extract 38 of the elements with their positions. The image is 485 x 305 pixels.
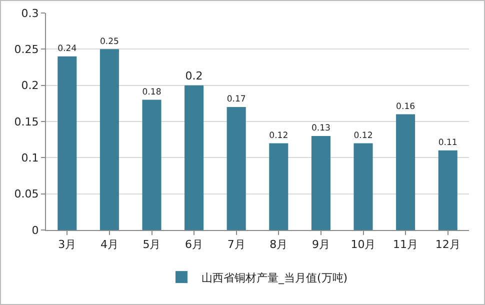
data-label: 0.12: [269, 130, 288, 141]
data-label: 0.16: [396, 102, 416, 112]
data-label: 0.13: [311, 124, 330, 134]
bar: [142, 100, 162, 230]
y-tick-label: 0.2: [21, 79, 39, 92]
x-tick-label: 5月: [142, 238, 161, 252]
bar: [396, 114, 416, 230]
x-tick-label: 12月: [435, 238, 460, 252]
data-label: 0.24: [58, 44, 77, 54]
x-tick-label: 3月: [58, 238, 76, 252]
y-tick-label: 0.1: [21, 152, 39, 165]
x-tick-label: 9月: [312, 238, 330, 252]
x-tick-label: 7月: [227, 238, 246, 252]
x-tick-label: 8月: [270, 238, 288, 252]
y-tick-label: 0.15: [14, 115, 39, 128]
bar: [226, 107, 246, 230]
x-tick-label: 10月: [350, 238, 376, 252]
y-tick-label: 0.05: [14, 188, 39, 201]
x-tick-label: 6月: [185, 238, 204, 252]
data-label: 0.25: [100, 36, 119, 47]
bar: [438, 150, 458, 230]
y-tick-label: 0.3: [21, 6, 39, 20]
data-label: 0.11: [438, 138, 458, 148]
data-label: 0.18: [142, 87, 162, 98]
bar: [269, 143, 288, 230]
bar: [354, 143, 373, 230]
data-label: 0.17: [226, 94, 246, 105]
legend-label: 山西省铜材产量_当月值(万吨): [202, 271, 348, 284]
bar: [311, 136, 330, 230]
y-tick-label: 0: [32, 224, 39, 237]
data-label: 0.12: [354, 130, 373, 141]
bar: [58, 56, 77, 230]
data-label: 0.2: [185, 69, 203, 82]
x-tick-label: 4月: [100, 238, 118, 252]
bar: [100, 49, 119, 230]
x-tick-label: 11月: [393, 238, 418, 252]
y-tick-label: 0.25: [14, 43, 39, 56]
bar: [184, 85, 204, 230]
